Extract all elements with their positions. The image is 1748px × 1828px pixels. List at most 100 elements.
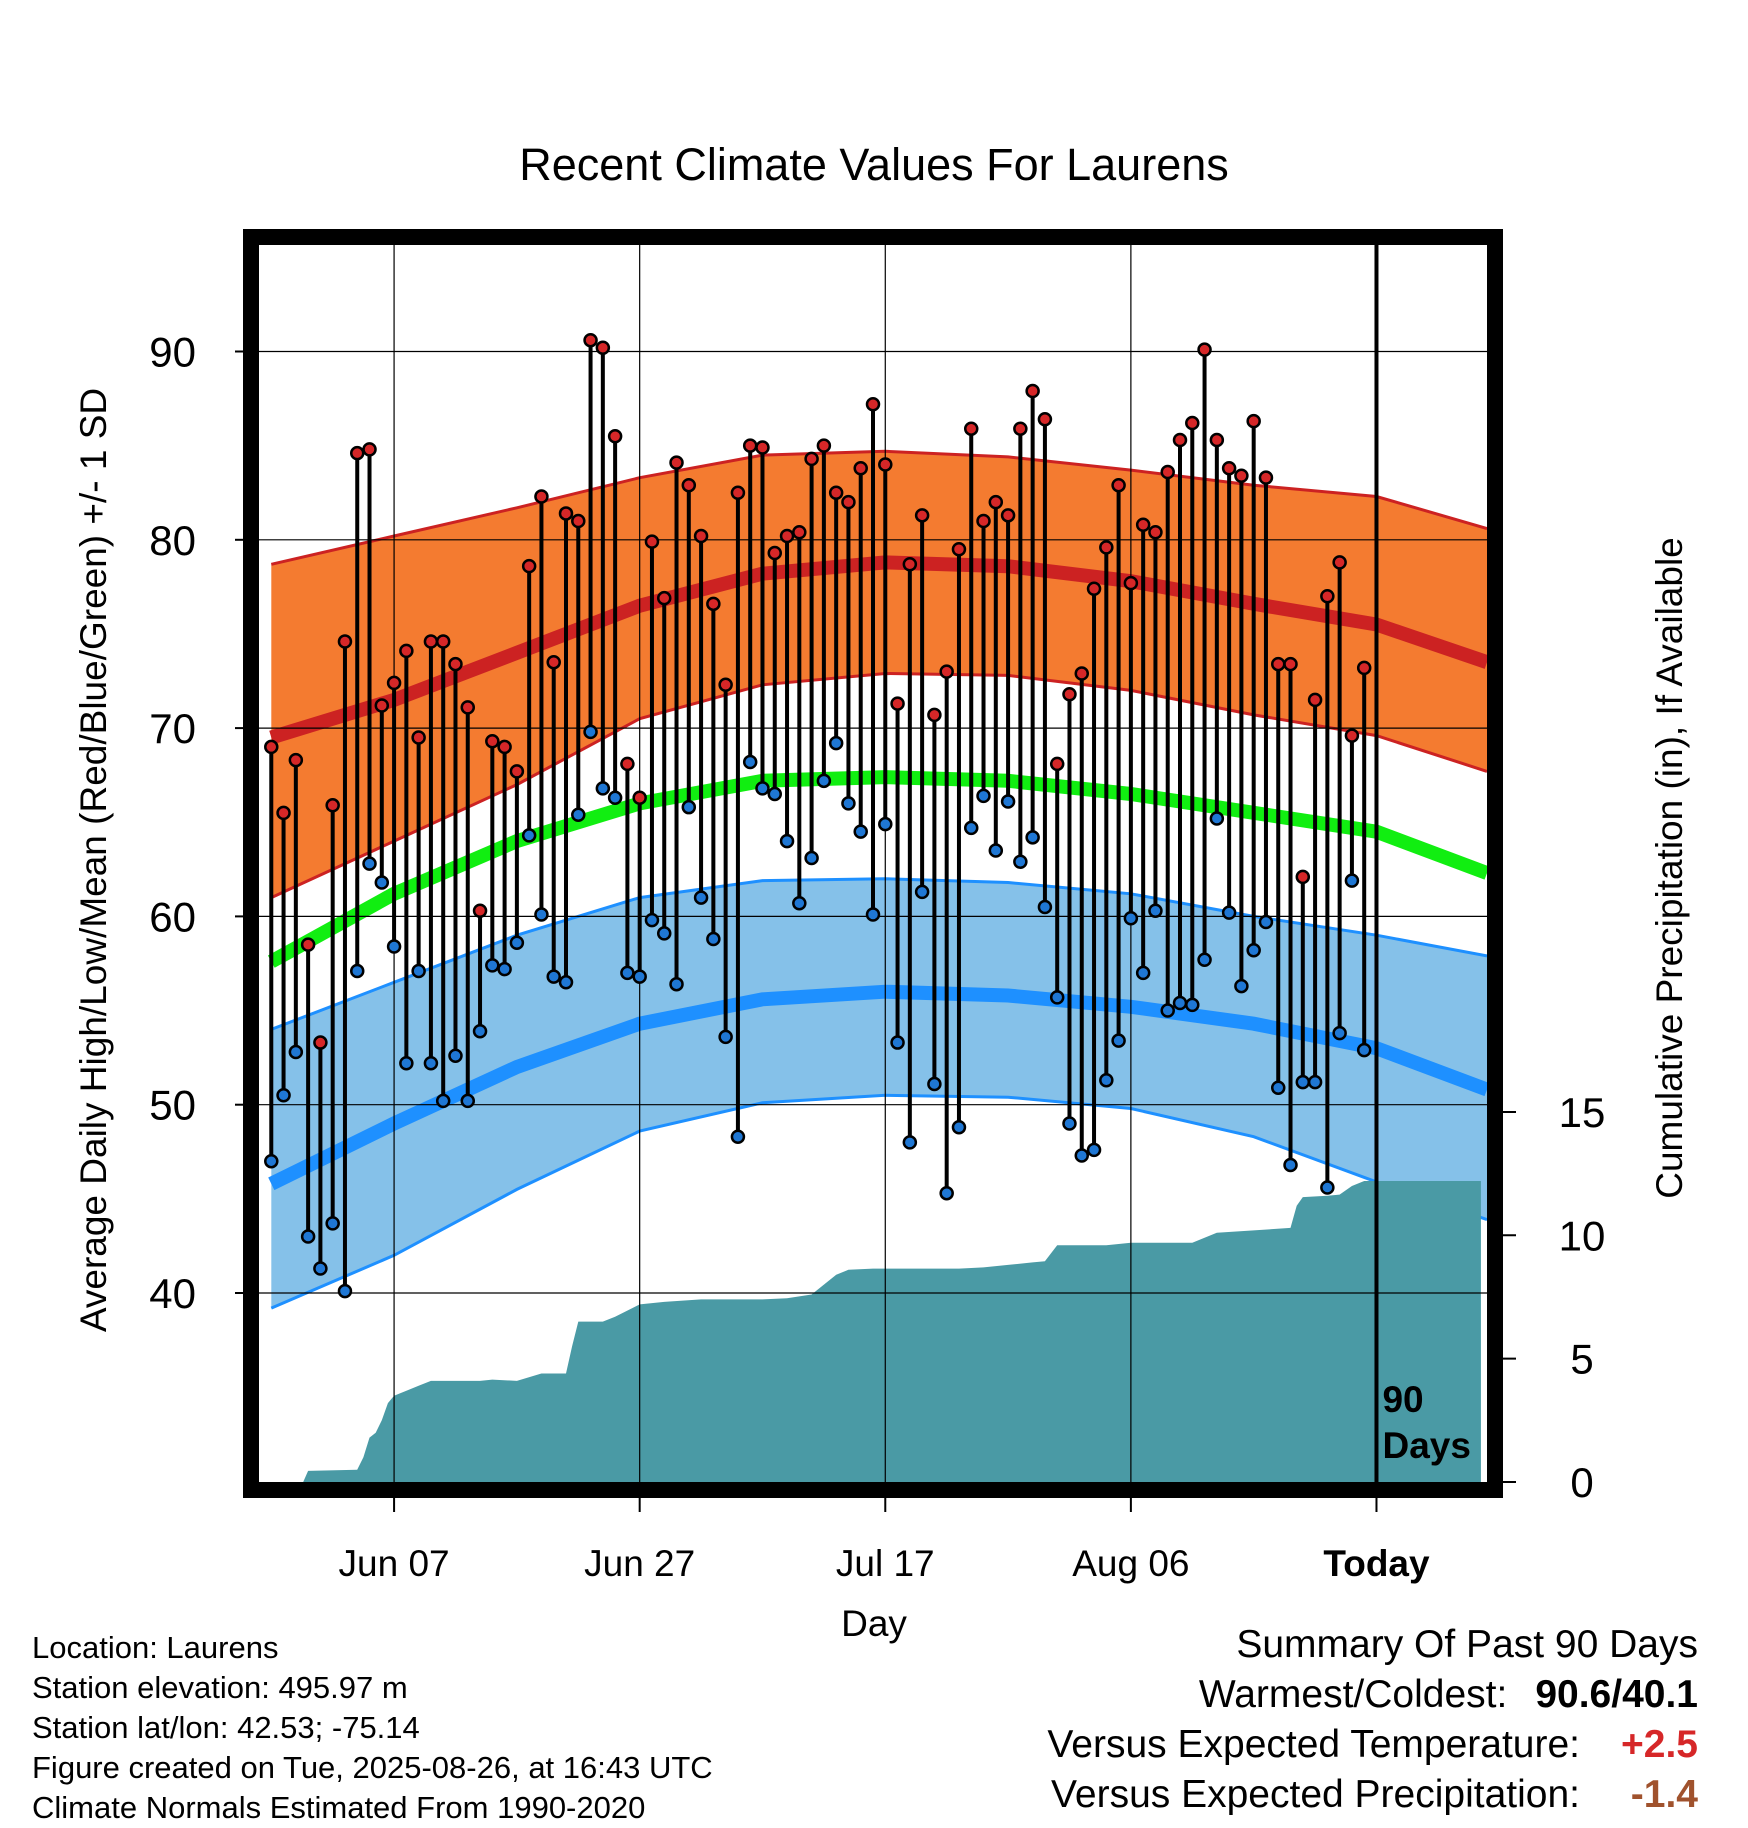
daily-low-point: [521, 828, 537, 843]
daily-high-point: [927, 707, 942, 723]
daily-high-point: [362, 442, 377, 457]
daily-high-point: [914, 508, 930, 523]
daily-low-point: [865, 907, 881, 922]
daily-low-point: [1258, 914, 1274, 930]
daily-high-point: [1307, 692, 1323, 708]
daily-low-point: [693, 890, 709, 905]
daily-low-point: [1332, 1025, 1347, 1041]
daily-high-point: [865, 396, 881, 412]
y2-tick-label: 5: [1570, 1336, 1593, 1383]
daily-high-point: [669, 455, 684, 470]
daily-low-point: [1221, 905, 1237, 920]
daily-high-point: [460, 700, 476, 715]
daily-high-point: [976, 513, 991, 529]
x-axis-title: Day: [841, 1603, 907, 1644]
daily-low-point: [963, 820, 979, 836]
daily-low-point: [1086, 1142, 1102, 1158]
daily-low-point: [853, 824, 868, 839]
daily-low-point: [1025, 830, 1040, 845]
daily-high-point: [607, 428, 623, 444]
daily-high-point: [1160, 464, 1175, 480]
today-days-label: Days: [1382, 1425, 1470, 1466]
daily-high-point: [1049, 756, 1065, 772]
x-tick-label: Today: [1323, 1543, 1430, 1584]
daily-high-point: [485, 734, 500, 749]
daily-low-point: [1356, 1042, 1372, 1058]
daily-low-point: [607, 790, 623, 806]
daily-low-point: [1037, 899, 1053, 915]
daily-high-point: [656, 590, 672, 606]
daily-low-point: [1074, 1148, 1090, 1163]
daily-high-point: [902, 557, 918, 572]
daily-low-point: [988, 843, 1004, 858]
created-text: Figure created on Tue, 2025-08-26, at 16…: [32, 1750, 713, 1785]
summary-panel: Summary Of Past 90 Days Warmest/Coldest:…: [1047, 1620, 1698, 1820]
y2-tick-label: 15: [1559, 1089, 1606, 1136]
daily-high-point: [828, 485, 844, 500]
daily-low-point: [706, 931, 721, 947]
daily-low-point: [779, 833, 795, 849]
daily-low-point: [1099, 1072, 1114, 1088]
warm-cold-value: 90.6/40.1: [1535, 1673, 1698, 1716]
daily-high-point: [558, 506, 574, 521]
daily-low-point: [939, 1185, 954, 1201]
daily-high-point: [644, 534, 660, 549]
summary-heading: Summary Of Past 90 Days: [1236, 1623, 1698, 1666]
daily-high-point: [755, 440, 770, 455]
daily-high-point: [1025, 383, 1040, 399]
warm-cold-row: Warmest/Coldest: 90.6/40.1: [1047, 1670, 1698, 1720]
daily-low-point: [362, 856, 377, 871]
latlon-text: Station lat/lon: 42.53; -75.14: [32, 1710, 420, 1745]
daily-low-point: [927, 1076, 942, 1092]
daily-high-point: [988, 494, 1004, 510]
daily-high-point: [730, 485, 746, 500]
daily-high-point: [1209, 432, 1225, 448]
axes: 40 50 60 70 80 90 0 5 10 15 Jun 07 Jun 27 Jul 17 Aug …: [149, 229, 1606, 1584]
daily-low-point: [399, 1056, 414, 1071]
daily-low-point: [902, 1135, 918, 1150]
daily-low-point: [1295, 1074, 1311, 1090]
location-text: Location: Laurens: [32, 1630, 279, 1665]
plot-content: [259, 245, 1487, 1482]
daily-low-point: [1111, 1033, 1126, 1048]
daily-high-point: [767, 545, 783, 561]
daily-high-point: [337, 634, 353, 649]
daily-high-point: [1258, 470, 1274, 485]
daily-low-point: [411, 963, 426, 979]
y-tick-label: 90: [149, 329, 196, 376]
y-tick-label: 80: [149, 517, 196, 564]
daily-high-point: [1344, 728, 1360, 743]
daily-low-point: [534, 907, 549, 922]
daily-high-point: [1283, 656, 1298, 672]
high-sd-band: [271, 451, 1487, 898]
daily-low-point: [325, 1216, 340, 1231]
daily-high-point: [1295, 869, 1311, 885]
daily-low-point: [1135, 965, 1151, 981]
daily-high-point: [546, 654, 561, 670]
daily-low-point: [1172, 995, 1188, 1011]
daily-high-point: [386, 675, 402, 691]
x-tick-label: Jul 17: [836, 1543, 935, 1584]
daily-low-point: [313, 1261, 328, 1276]
daily-low-point: [976, 788, 991, 804]
daily-high-point: [595, 340, 611, 355]
precip-value: -1.4: [1630, 1773, 1698, 1816]
daily-high-point: [288, 752, 304, 768]
precip-area: [303, 1181, 1481, 1482]
daily-low-point: [841, 796, 856, 811]
daily-low-point: [718, 1029, 733, 1045]
daily-low-point: [349, 963, 365, 979]
daily-low-point: [681, 799, 697, 815]
daily-low-point: [620, 965, 635, 981]
y-axis-title: Average Daily High/Low/Mean (Red/Blue/Gr…: [73, 388, 114, 1332]
daily-low-point: [264, 1153, 279, 1169]
y2-axis-title: Cumulative Precipitation (in), If Availa…: [1649, 537, 1690, 1199]
precip-row: Versus Expected Precipitation: -1.4: [1047, 1770, 1698, 1820]
daily-high-point: [706, 596, 721, 612]
daily-low-point: [792, 895, 807, 911]
daily-low-point: [423, 1056, 439, 1071]
daily-high-point: [841, 494, 856, 510]
daily-low-point: [816, 773, 832, 789]
daily-low-point: [288, 1044, 304, 1060]
